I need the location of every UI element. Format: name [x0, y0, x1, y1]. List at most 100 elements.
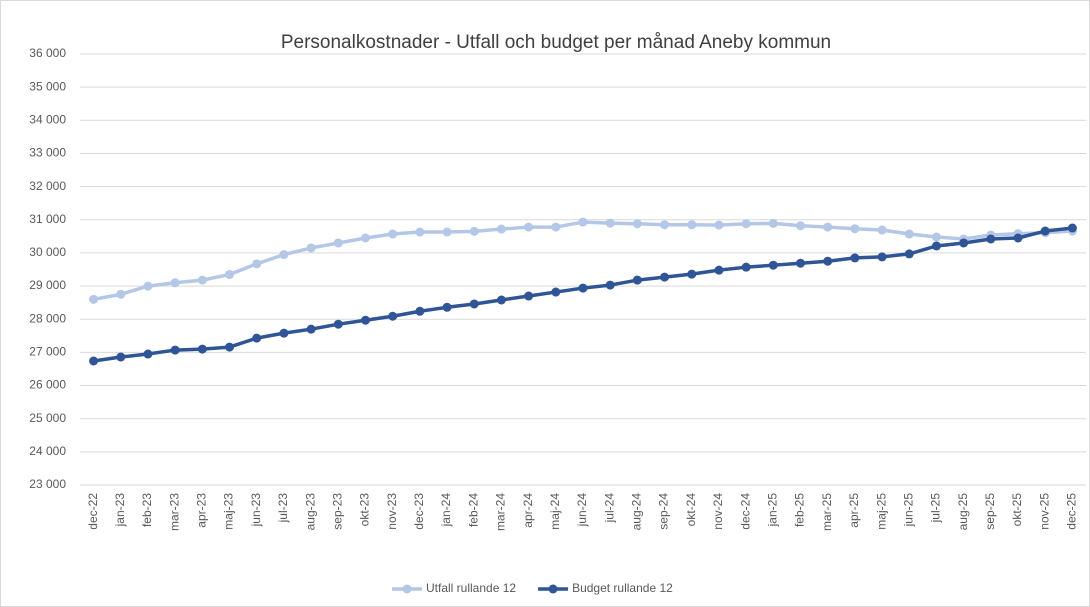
x-tick-label: apr-23 [195, 493, 209, 528]
data-point [442, 302, 452, 312]
data-point [225, 269, 235, 279]
x-tick-label: aug-24 [630, 493, 644, 531]
data-point [333, 238, 343, 248]
x-tick-label: feb-23 [140, 493, 154, 527]
y-tick-label: 36 000 [29, 46, 66, 60]
data-point [333, 319, 343, 329]
data-point [1013, 233, 1023, 243]
data-point [877, 225, 887, 235]
x-tick-label: jun-24 [575, 493, 589, 528]
data-point [823, 256, 833, 266]
data-point [279, 328, 289, 338]
data-point [360, 315, 370, 325]
x-tick-label: okt-23 [358, 493, 372, 527]
x-tick-label: jun-23 [249, 493, 263, 528]
chart-title: Personalkostnader - Utfall och budget pe… [281, 32, 831, 53]
data-point [605, 280, 615, 290]
data-point [496, 295, 506, 305]
data-point [469, 299, 479, 309]
x-tick-label: jun-25 [901, 493, 915, 528]
data-point [877, 252, 887, 262]
legend-marker [548, 584, 558, 594]
x-tick-label: jul-23 [276, 493, 290, 524]
y-tick-label: 31 000 [29, 212, 66, 226]
data-point [524, 291, 534, 301]
x-tick-label: nov-25 [1037, 493, 1051, 530]
x-tick-label: maj-25 [874, 493, 888, 530]
data-point [578, 283, 588, 293]
x-tick-label: jul-24 [602, 493, 616, 524]
x-tick-label: aug-25 [956, 493, 970, 531]
data-point [796, 221, 806, 231]
data-point [388, 311, 398, 321]
data-point [415, 227, 425, 237]
data-point [687, 220, 697, 230]
data-point [170, 345, 180, 355]
x-tick-label: jan-24 [439, 493, 453, 528]
data-point [850, 253, 860, 263]
x-tick-label: nov-24 [711, 493, 725, 530]
data-point [89, 294, 99, 304]
y-tick-label: 27 000 [29, 345, 66, 359]
x-tick-label: jan-23 [113, 493, 127, 528]
x-tick-label: okt-25 [1010, 493, 1024, 527]
x-tick-label: mar-24 [494, 493, 508, 531]
y-tick-label: 26 000 [29, 378, 66, 392]
data-point [823, 222, 833, 232]
data-point [850, 224, 860, 234]
data-point [931, 241, 941, 251]
data-point [496, 224, 506, 234]
data-point [796, 258, 806, 268]
y-tick-label: 25 000 [29, 411, 66, 425]
y-tick-label: 35 000 [29, 79, 66, 93]
legend-marker [402, 584, 412, 594]
data-point [197, 275, 207, 285]
x-tick-label: feb-25 [793, 493, 807, 527]
data-point [89, 356, 99, 366]
data-point [306, 324, 316, 334]
x-tick-label: apr-24 [521, 493, 535, 528]
x-tick-label: maj-24 [548, 493, 562, 530]
data-point [197, 344, 207, 354]
x-tick-label: sep-24 [657, 493, 671, 530]
data-point [605, 218, 615, 228]
data-point [116, 289, 126, 299]
data-point [959, 238, 969, 248]
x-tick-label: okt-24 [684, 493, 698, 527]
data-point [714, 265, 724, 275]
y-tick-label: 34 000 [29, 112, 66, 126]
y-tick-label: 33 000 [29, 146, 66, 160]
x-tick-label: dec-23 [412, 493, 426, 530]
data-point [524, 222, 534, 232]
data-point [741, 219, 751, 229]
y-tick-label: 28 000 [29, 311, 66, 325]
data-point [741, 262, 751, 272]
x-tick-label: jul-25 [929, 493, 943, 524]
data-point [252, 259, 262, 269]
data-point [931, 232, 941, 242]
data-point [143, 349, 153, 359]
data-point [632, 219, 642, 229]
data-point [225, 342, 235, 352]
data-point [252, 333, 262, 343]
data-point [469, 226, 479, 236]
x-tick-label: dec-24 [738, 493, 752, 530]
x-tick-label: dec-22 [86, 493, 100, 530]
data-point [388, 229, 398, 239]
data-point [660, 272, 670, 282]
x-tick-label: mar-23 [167, 493, 181, 531]
data-point [442, 227, 452, 237]
x-tick-label: maj-23 [222, 493, 236, 530]
x-tick-label: sep-25 [983, 493, 997, 530]
data-point [578, 217, 588, 227]
data-point [904, 249, 914, 259]
y-tick-label: 29 000 [29, 278, 66, 292]
x-tick-label: sep-23 [330, 493, 344, 530]
data-point [660, 220, 670, 230]
x-tick-label: nov-23 [385, 493, 399, 530]
data-point [1067, 223, 1077, 233]
legend-label: Utfall rullande 12 [426, 581, 516, 595]
x-tick-label: feb-24 [466, 493, 480, 527]
